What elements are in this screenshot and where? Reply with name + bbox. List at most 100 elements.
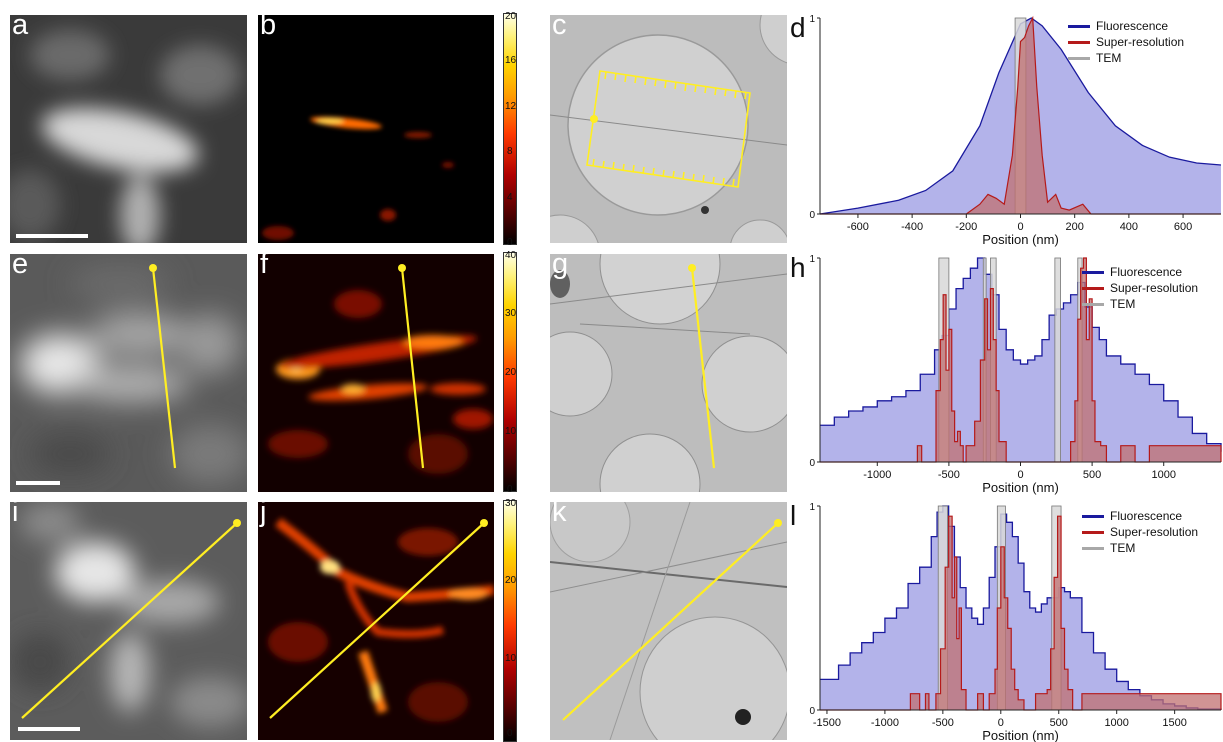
panel-label: l: [790, 500, 797, 531]
legend-swatch: [1082, 270, 1104, 274]
profile-plot-h: h -1000 -500 0 500 1000 0 1 Position (nm) Fluor…: [790, 250, 1223, 495]
x-tick-label: -1000: [863, 469, 891, 481]
super-resolution-image: [258, 15, 494, 243]
legend-label: Super-resolution: [1110, 281, 1199, 295]
super-resolution-panel-b: b: [258, 15, 494, 243]
tem-panel-k: k: [550, 502, 787, 740]
x-tick-label: 500: [1050, 717, 1068, 729]
panel-label: h: [790, 252, 806, 283]
x-tick-label: -400: [901, 221, 923, 233]
colorbar-gradient: [503, 500, 517, 742]
legend-label: Fluorescence: [1110, 509, 1183, 523]
profile-line: [690, 267, 716, 469]
profile-start-marker: [688, 264, 696, 272]
colorbar-tick: 20: [505, 11, 517, 22]
profile-plot-d: d -600 -400 -200 0 200 400 600 0 1 Position (nm) …: [790, 10, 1223, 250]
profile-start-marker: [398, 264, 406, 272]
legend-label: Super-resolution: [1110, 525, 1199, 539]
profile-chart: -1000 -500 0 500 1000 0 1 Position (nm): [809, 254, 1222, 495]
fluorescence-line: [820, 505, 1222, 710]
legend-swatch: [1082, 514, 1104, 518]
x-tick-label: 1500: [1162, 717, 1186, 729]
colorbar-tick: 20: [505, 575, 517, 586]
colorbar-tick: 30: [505, 498, 517, 509]
fluorescence-image: [10, 15, 247, 243]
profile-chart: -1500 -1000 -500 0 500 1000 1500 0 1 Position (nm…: [809, 502, 1222, 742]
profile-line: [562, 522, 779, 721]
legend-item: TEM: [1082, 540, 1198, 556]
legend-item: Super-resolution: [1082, 280, 1198, 296]
profile-line: [151, 267, 177, 469]
fluorescence-line: [820, 257, 1222, 452]
chart-legend: Fluorescence Super-resolution TEM: [1068, 18, 1184, 66]
panel-label: b: [260, 15, 277, 41]
super-resolution-panel-f: f: [258, 254, 494, 492]
colorbar-j: 30 20 10 0: [503, 498, 525, 742]
panel-label: j: [260, 502, 267, 528]
legend-label: Fluorescence: [1110, 265, 1183, 279]
fluorescence-line: [819, 17, 1222, 215]
x-tick-label: 0: [1017, 221, 1023, 233]
profile-box-annotation: [586, 70, 751, 188]
fluorescence-panel-e: e: [10, 254, 247, 492]
colorbar-tick: 0: [507, 484, 513, 495]
fluorescence-area: [820, 506, 1221, 710]
x-tick-label: 500: [1083, 469, 1101, 481]
super-resolution-image: [258, 502, 494, 740]
colorbar-b: 20 16 12 8 4 0: [503, 11, 525, 248]
profile-start-marker: [590, 115, 598, 123]
legend-swatch: [1082, 530, 1104, 534]
profile-line: [269, 522, 485, 719]
x-axis-label: Position (nm): [982, 728, 1059, 742]
profile-start-marker: [480, 519, 488, 527]
legend-swatch: [1068, 56, 1090, 60]
tem-image: [550, 254, 787, 492]
tem-band: [1054, 257, 1062, 463]
y-tick-label: 0: [809, 210, 815, 221]
legend-item: TEM: [1068, 50, 1184, 66]
profile-chart: -600 -400 -200 0 200 400 600 0 1 Position (nm): [809, 14, 1222, 247]
profile-start-marker: [149, 264, 157, 272]
tem-panel-c: c: [550, 15, 787, 243]
fluorescence-panel-a: a: [10, 15, 247, 243]
y-tick-label: 0: [809, 458, 815, 469]
colorbar-tick: 10: [505, 426, 517, 437]
legend-label: TEM: [1110, 297, 1136, 311]
profile-line: [400, 267, 425, 469]
colorbar-tick: 20: [505, 367, 517, 378]
legend-item: Super-resolution: [1082, 524, 1198, 540]
scale-bar: [16, 234, 88, 238]
colorbar-f: 40 30 20 10 0: [503, 250, 525, 495]
x-tick-label: 400: [1120, 221, 1138, 233]
x-tick-label: 0: [998, 717, 1004, 729]
colorbar-tick: 4: [507, 192, 513, 203]
colorbar-tick: 10: [505, 653, 517, 664]
x-tick-label: 600: [1174, 221, 1192, 233]
scale-bar: [18, 727, 80, 731]
colorbar-tick: 0: [507, 237, 513, 248]
colorbar-tick: 40: [505, 250, 517, 261]
legend-swatch: [1082, 302, 1104, 306]
profile-plot-l: l -1500 -1000 -500 0 500 1000 1500 0 1 Position (…: [790, 498, 1223, 742]
x-tick-label: -500: [932, 717, 954, 729]
colorbar-tick: 16: [505, 55, 517, 66]
super-resolution-line: [820, 515, 1222, 711]
y-tick-label: 1: [809, 502, 815, 513]
panel-label: g: [552, 254, 569, 280]
super-resolution-area: [820, 18, 1221, 214]
colorbar-tick: 0: [507, 728, 513, 739]
legend-item: Super-resolution: [1068, 34, 1184, 50]
colorbar-gradient: [503, 252, 517, 492]
legend-label: Fluorescence: [1096, 19, 1169, 33]
x-tick-label: -600: [847, 221, 869, 233]
panel-label: c: [552, 15, 567, 41]
colorbar-tick: 12: [505, 101, 517, 112]
fluorescence-image: [10, 502, 247, 740]
tem-image: [550, 502, 787, 740]
colorbar-gradient: [503, 13, 517, 245]
scale-bar: [16, 481, 60, 485]
legend-swatch: [1068, 40, 1090, 44]
chart-legend: Fluorescence Super-resolution TEM: [1082, 508, 1198, 556]
x-tick-label: 200: [1066, 221, 1084, 233]
x-tick-label: 0: [1017, 469, 1023, 481]
